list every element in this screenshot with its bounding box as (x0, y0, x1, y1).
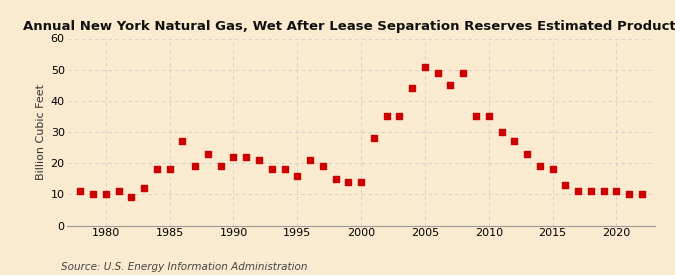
Point (113, 189, 124, 193)
Point (394, 114, 405, 119)
Point (304, 158, 315, 162)
Point (547, 167, 558, 172)
Point (509, 139, 520, 144)
Point (522, 152, 533, 156)
Point (535, 164, 545, 169)
Point (381, 114, 392, 119)
Point (101, 192, 111, 197)
Point (420, 64, 431, 69)
Point (228, 155, 239, 159)
Point (292, 174, 302, 178)
Point (279, 167, 290, 172)
Point (138, 186, 149, 190)
Point (215, 164, 226, 169)
Point (637, 192, 647, 197)
Point (164, 167, 175, 172)
Point (496, 130, 507, 134)
Point (88, 192, 99, 197)
Point (573, 189, 584, 193)
Point (254, 158, 265, 162)
Point (356, 180, 367, 184)
Point (177, 139, 188, 144)
Point (151, 167, 162, 172)
Point (407, 86, 418, 90)
Point (458, 71, 468, 75)
Point (470, 114, 481, 119)
Text: Source: U.S. Energy Information Administration: Source: U.S. Energy Information Administ… (61, 262, 307, 272)
Y-axis label: Billion Cubic Feet: Billion Cubic Feet (36, 84, 47, 180)
Point (585, 189, 596, 193)
Point (483, 114, 494, 119)
Point (190, 164, 200, 169)
Point (241, 155, 252, 159)
Point (330, 177, 341, 181)
Point (598, 189, 609, 193)
Title: Annual New York Natural Gas, Wet After Lease Separation Reserves Estimated Produ: Annual New York Natural Gas, Wet After L… (23, 20, 675, 33)
Point (369, 136, 379, 141)
Point (267, 167, 277, 172)
Point (75, 189, 86, 193)
Point (560, 183, 571, 187)
Point (202, 152, 213, 156)
Point (445, 83, 456, 87)
Point (126, 195, 137, 200)
Point (611, 189, 622, 193)
Point (317, 164, 328, 169)
Point (343, 180, 354, 184)
Point (624, 192, 634, 197)
Point (432, 71, 443, 75)
